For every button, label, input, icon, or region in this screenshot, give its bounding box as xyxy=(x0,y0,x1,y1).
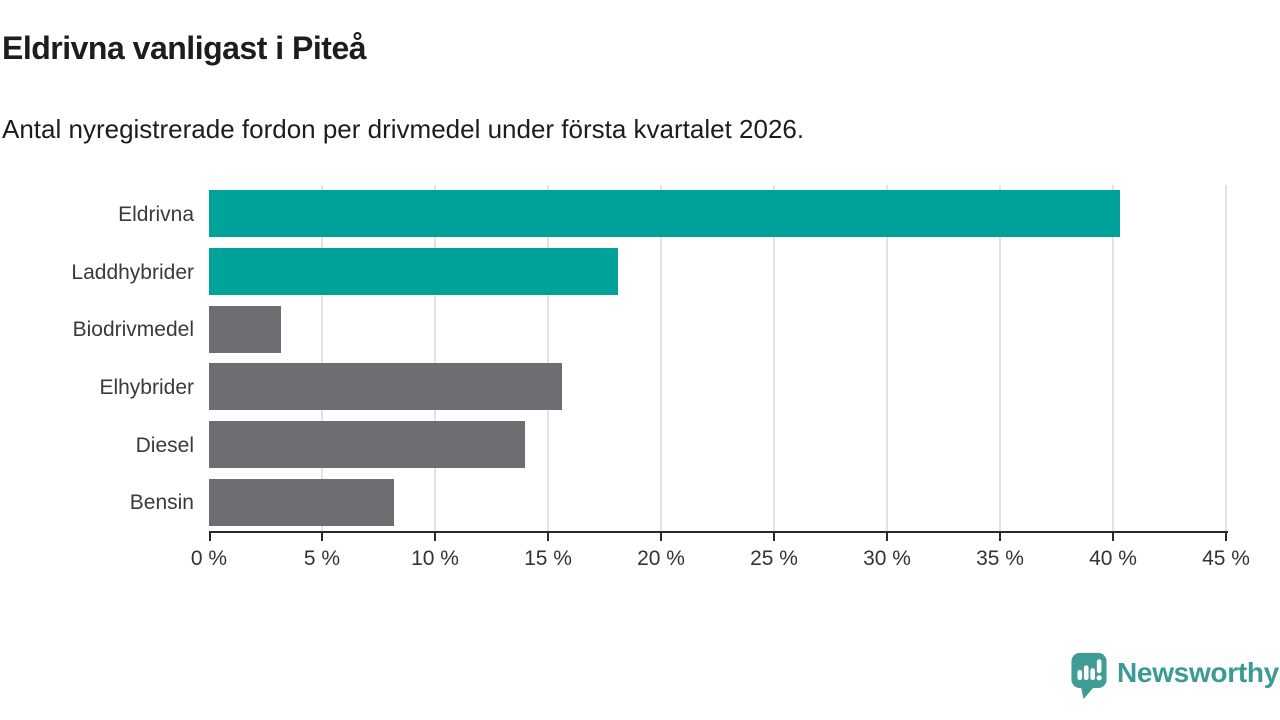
brand-name: Newsworthy xyxy=(1117,657,1279,688)
category-label-laddhybrider: Laddhybrider xyxy=(71,260,194,284)
x-axis-tick-label-45: 45 % xyxy=(1202,547,1250,570)
x-axis-tick-40 xyxy=(1112,531,1114,541)
x-axis-tick-label-15: 15 % xyxy=(524,547,572,570)
x-axis-line xyxy=(209,531,1228,533)
bar-bensin xyxy=(209,478,395,526)
x-axis-tick-label-40: 40 % xyxy=(1089,547,1137,570)
x-axis-tick-label-35: 35 % xyxy=(976,547,1024,570)
x-axis-tick-10 xyxy=(434,531,436,541)
gridline-25-percent xyxy=(773,185,775,531)
x-axis-tick-15 xyxy=(547,531,549,541)
x-axis-tick-30 xyxy=(886,531,888,541)
category-label-diesel: Diesel xyxy=(135,433,194,457)
gridline-5-percent xyxy=(321,185,323,531)
gridline-45-percent xyxy=(1225,185,1227,531)
brand-footer: Newsworthy xyxy=(1070,652,1279,700)
x-axis-tick-35 xyxy=(999,531,1001,541)
chart-subtitle: Antal nyregistrerade fordon per drivmede… xyxy=(2,114,805,144)
x-axis-tick-0 xyxy=(209,531,211,541)
gridline-20-percent xyxy=(660,185,662,531)
category-label-biodrivmedel: Biodrivmedel xyxy=(72,318,194,342)
gridline-40-percent xyxy=(1112,185,1114,531)
newsworthy-logo-icon xyxy=(1071,652,1107,700)
category-label-eldrivna: Eldrivna xyxy=(118,202,194,226)
gridline-35-percent xyxy=(999,185,1001,531)
x-axis-tick-label-30: 30 % xyxy=(863,547,911,570)
x-axis-tick-45 xyxy=(1225,531,1227,541)
category-label-bensin: Bensin xyxy=(129,491,194,515)
x-axis-tick-label-0: 0 % xyxy=(190,547,228,570)
x-axis-tick-label-5: 5 % xyxy=(303,547,341,570)
gridline-30-percent xyxy=(886,185,888,531)
gridline-10-percent xyxy=(434,185,436,531)
x-axis-tick-25 xyxy=(773,531,775,541)
x-axis-tick-label-20: 20 % xyxy=(637,547,685,570)
x-axis-tick-label-25: 25 % xyxy=(750,547,798,570)
bar-biodrivmedel xyxy=(209,305,282,353)
x-axis-tick-20 xyxy=(660,531,662,541)
chart-title: Eldrivna vanligast i Piteå xyxy=(2,30,367,66)
bar-diesel xyxy=(209,421,526,468)
x-axis-tick-label-10: 10 % xyxy=(411,547,459,570)
x-axis-tick-5 xyxy=(321,531,323,541)
gridline-15-percent xyxy=(547,185,549,531)
bar-elhybrider xyxy=(209,363,562,411)
bar-laddhybrider xyxy=(209,248,619,295)
category-label-elhybrider: Elhybrider xyxy=(99,375,194,399)
bar-eldrivna xyxy=(209,190,1120,238)
